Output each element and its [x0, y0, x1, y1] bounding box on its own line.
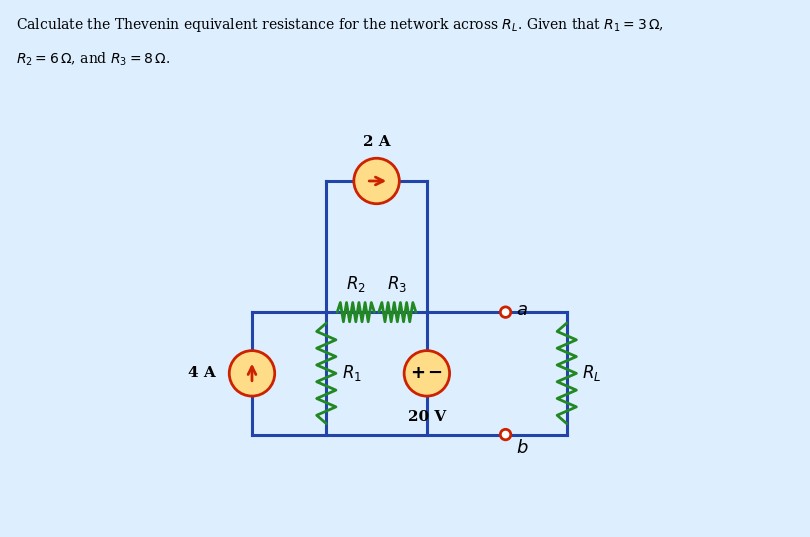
Text: 20 V: 20 V	[407, 410, 446, 424]
Text: $R_2$: $R_2$	[346, 274, 366, 294]
Circle shape	[229, 351, 275, 396]
Text: $R_3$: $R_3$	[387, 274, 407, 294]
Text: 4 A: 4 A	[189, 366, 216, 380]
Text: 2 A: 2 A	[363, 135, 390, 149]
Text: $a$: $a$	[517, 301, 528, 319]
Text: +: +	[411, 365, 425, 382]
Text: $R_L$: $R_L$	[582, 364, 601, 383]
Circle shape	[501, 307, 511, 317]
Text: $R_1$: $R_1$	[342, 364, 361, 383]
Circle shape	[404, 351, 450, 396]
Text: Calculate the Thevenin equivalent resistance for the network across $R_L$. Given: Calculate the Thevenin equivalent resist…	[16, 16, 664, 34]
Text: $R_2 = 6\,\Omega$, and $R_3 = 8\,\Omega$.: $R_2 = 6\,\Omega$, and $R_3 = 8\,\Omega$…	[16, 51, 170, 68]
Circle shape	[501, 429, 511, 440]
Text: −: −	[427, 365, 442, 382]
Text: $b$: $b$	[517, 439, 529, 457]
Circle shape	[354, 158, 399, 204]
